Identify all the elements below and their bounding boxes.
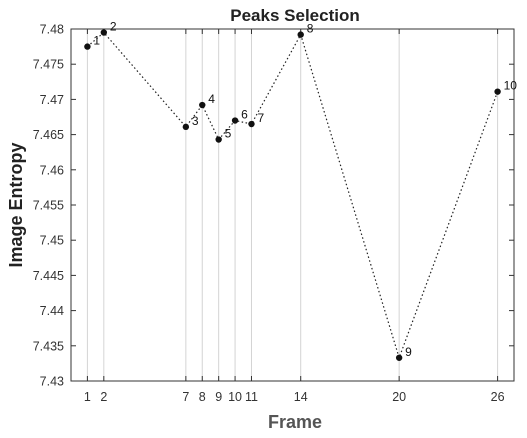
data-point-10 [494, 88, 501, 95]
point-label-5: 5 [225, 127, 232, 141]
y-tick-label: 7.465 [33, 128, 64, 142]
point-label-7: 7 [257, 111, 264, 125]
x-tick-label: 20 [392, 390, 406, 404]
y-tick-labels: 7.43 7.435 7.44 7.445 7.45 7.455 7.46 7.465 7.47… [33, 23, 64, 389]
point-label-9: 9 [405, 345, 412, 359]
data-point-7 [248, 120, 255, 128]
x-tick-label: 11 [245, 390, 258, 404]
y-tick-label: 7.445 [33, 269, 64, 283]
y-tick-label: 7.48 [40, 23, 64, 37]
x-tick-label: 1 [84, 390, 91, 404]
data-point-1 [84, 43, 91, 50]
series-line [87, 31, 499, 360]
axis-ticks [71, 28, 514, 382]
y-tick-label: 7.47 [40, 93, 64, 107]
x-tick-label: 26 [491, 390, 505, 404]
data-point-8 [297, 31, 304, 38]
x-tick-label: 8 [199, 390, 206, 404]
y-tick-label: 7.44 [40, 304, 64, 318]
data-point-2 [100, 29, 108, 36]
plot-area-frame [70, 28, 515, 382]
x-tick-labels: 1 2 7 8 9 10 11 14 20 26 [84, 390, 505, 404]
x-tick-label: 10 [228, 390, 242, 404]
point-label-10: 10 [504, 79, 518, 93]
data-point-6 [231, 117, 239, 124]
data-point-5 [215, 136, 222, 143]
x-tick-label: 14 [294, 390, 308, 404]
point-labels: 12 34 56 7 8 9 10 [93, 20, 517, 359]
data-point-3 [182, 123, 190, 131]
y-axis-label: Image Entropy [6, 142, 26, 267]
y-tick-label: 7.45 [40, 234, 64, 248]
y-tick-label: 7.475 [33, 58, 64, 72]
data-point-4 [199, 101, 206, 109]
chart-title: Peaks Selection [230, 6, 359, 25]
x-axis-label: Frame [268, 412, 322, 432]
grid [86, 29, 499, 381]
point-label-6: 6 [241, 108, 248, 122]
data-point-9 [395, 354, 403, 361]
point-label-8: 8 [307, 22, 314, 36]
y-tick-label: 7.46 [40, 163, 64, 177]
y-tick-label: 7.435 [33, 339, 64, 353]
point-label-4: 4 [208, 92, 215, 106]
data-markers [84, 29, 501, 361]
x-tick-label: 7 [182, 390, 189, 404]
y-tick-label: 7.43 [40, 375, 64, 389]
point-label-3: 3 [192, 114, 199, 128]
point-label-2: 2 [110, 20, 117, 34]
point-label-1: 1 [93, 34, 100, 48]
x-tick-label: 9 [215, 390, 222, 404]
y-tick-label: 7.455 [33, 199, 64, 213]
x-tick-label: 2 [100, 390, 107, 404]
